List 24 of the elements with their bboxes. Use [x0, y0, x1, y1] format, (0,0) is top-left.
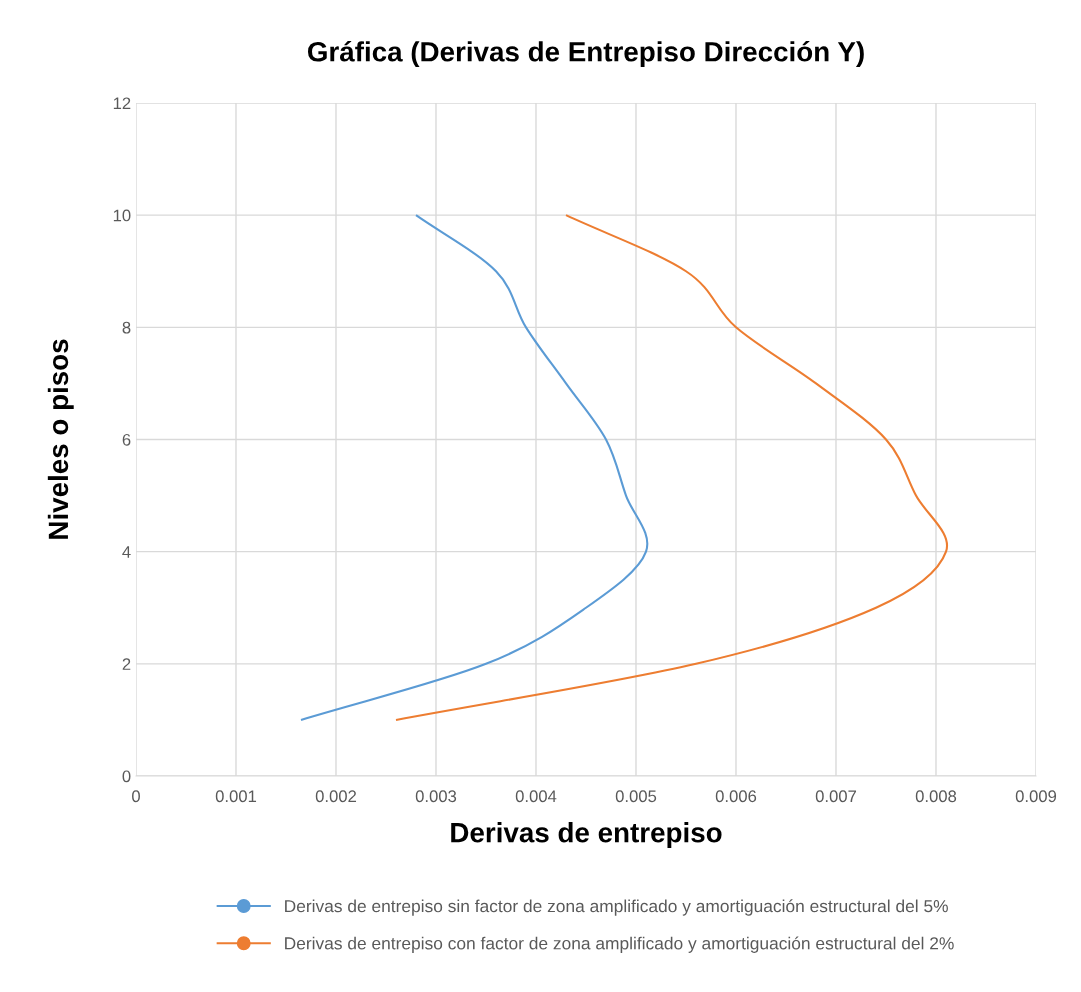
x-tick-label: 0.007: [815, 790, 857, 803]
x-tick-label: 0.001: [215, 790, 257, 803]
y-tick-label: 10: [113, 209, 131, 222]
legend-label: Derivas de entrepiso sin factor de zona amplificado y amortiguación estructural del 5%: [285, 899, 948, 916]
x-tick-label: 0.003: [415, 790, 457, 803]
x-tick-label: 0.005: [615, 790, 657, 803]
x-axis-title: Derivas de entrepiso: [451, 822, 722, 848]
x-tick-label: 0.006: [715, 790, 757, 803]
y-tick-label: 6: [122, 433, 131, 446]
line-series: [394, 214, 948, 721]
x-tick-label: 0.002: [315, 790, 357, 803]
line-series: [299, 214, 649, 721]
y-tick-label: 4: [122, 546, 131, 558]
legend-label: Derivas de entrepiso con factor de zona amplificado y amortiguación estructural del 2%: [285, 936, 954, 953]
x-tick-label: 0.009: [1015, 790, 1057, 803]
x-tick-label: 0.004: [515, 790, 557, 803]
x-tick-label: 0.008: [915, 790, 957, 803]
y-tick-label: 2: [122, 658, 131, 670]
chart-title: Gráfica (Derivas de Entrepiso Dirección Y): [307, 40, 864, 68]
y-axis-title: Niveles o pisos: [47, 339, 74, 539]
y-tick-label: 8: [122, 321, 131, 334]
x-tick-label: 0: [132, 790, 140, 803]
y-tick-label: 12: [113, 97, 131, 110]
y-tick-label: 0: [122, 770, 131, 783]
